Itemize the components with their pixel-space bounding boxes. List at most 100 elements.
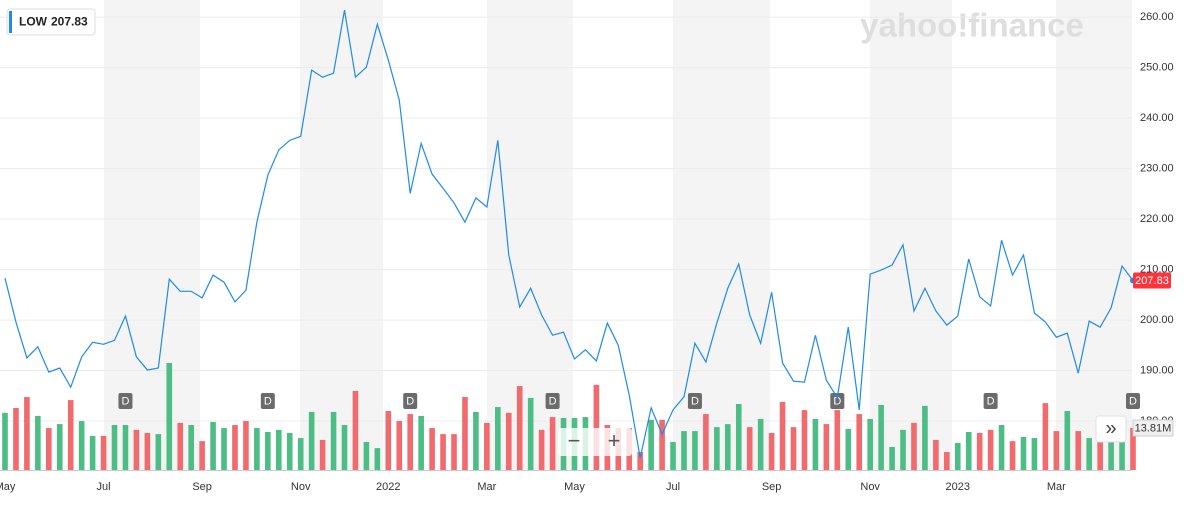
volume-bar — [232, 425, 238, 470]
volume-bar — [933, 439, 939, 470]
x-tick-label: 2023 — [946, 481, 970, 493]
volume-bar — [330, 411, 337, 470]
volume-bar — [495, 407, 501, 470]
volume-bar — [900, 429, 906, 470]
volume-bar — [593, 384, 600, 470]
x-tick-label: May — [0, 481, 16, 493]
volume-bar — [1108, 439, 1114, 470]
volume-bar — [670, 442, 676, 470]
volume-bar — [89, 435, 96, 470]
x-tick-label: Nov — [860, 481, 880, 493]
volume-bar — [2, 412, 8, 470]
dividend-label: D — [264, 395, 272, 407]
y-tick-label: 230.00 — [1140, 163, 1174, 175]
volume-bar — [35, 415, 41, 470]
volume-bar — [845, 428, 852, 470]
dividend-marker — [403, 393, 418, 409]
scroll-icon[interactable]: » — [1105, 417, 1116, 439]
zoom-controls[interactable]: − + — [558, 428, 632, 456]
volume-bar — [177, 422, 184, 470]
month-bands — [104, 0, 1132, 470]
volume-bar — [878, 404, 884, 470]
volume-bar — [516, 386, 523, 470]
volume-bar — [812, 418, 819, 470]
scroll-button[interactable]: » — [1095, 415, 1127, 443]
volume-bar — [188, 425, 194, 470]
volume-bar — [484, 422, 490, 470]
dividend-label: D — [833, 395, 841, 407]
volume-bar — [768, 432, 775, 470]
y-tick-label: 200.00 — [1140, 314, 1174, 326]
volume-bar — [473, 411, 479, 470]
ticker-badge[interactable]: LOW 207.83 — [6, 8, 96, 36]
volume-bar — [407, 414, 414, 470]
band — [487, 0, 573, 470]
x-tick-label: Jul — [97, 481, 111, 493]
volume-bar — [374, 448, 381, 470]
volume-bar — [527, 397, 534, 470]
volume-bar — [889, 446, 895, 470]
volume-bar — [352, 390, 359, 470]
volume-bar — [122, 425, 129, 470]
y-tick-label: 220.00 — [1140, 213, 1174, 225]
volume-bar — [1097, 439, 1103, 470]
volume-bar — [243, 421, 249, 470]
badge-box[interactable] — [6, 8, 96, 36]
volume-bar — [155, 434, 162, 470]
volume-bar — [133, 429, 140, 470]
volume-bar — [319, 439, 326, 470]
volume-bar — [363, 442, 370, 470]
volume-bar — [286, 432, 293, 470]
volume-bar — [735, 404, 742, 470]
band — [104, 0, 200, 470]
y-tick-label: 250.00 — [1140, 62, 1174, 74]
zoom-out[interactable]: − — [568, 428, 581, 453]
band — [1056, 0, 1132, 470]
volume-bar — [1086, 438, 1092, 470]
volume-bar — [1042, 403, 1049, 470]
badge-marker — [9, 11, 12, 33]
dividend-marker — [545, 393, 560, 409]
price-tag-label: 207.83 — [1135, 275, 1169, 287]
volume-bar — [297, 438, 304, 470]
dividend-label: D — [987, 395, 995, 407]
dividend-marker — [830, 393, 845, 409]
price-tag — [1133, 272, 1171, 289]
volume-bar — [965, 431, 972, 470]
volume-bar — [976, 432, 983, 470]
volume-bar — [703, 414, 709, 470]
volume-bar — [56, 424, 63, 470]
ticker-symbol: LOW — [19, 15, 48, 29]
band — [673, 0, 770, 470]
volume-bar — [46, 428, 52, 470]
volume-bar — [659, 419, 665, 470]
volume-bar — [254, 428, 260, 470]
dividend-marker — [687, 393, 702, 409]
volume-bar — [67, 400, 74, 470]
band — [870, 0, 952, 470]
zoom-in[interactable]: + — [608, 428, 621, 453]
dividend-label: D — [1129, 395, 1137, 407]
x-tick-label: Mar — [477, 481, 496, 493]
volume-bar — [429, 428, 435, 470]
volume-bar — [1064, 411, 1071, 470]
volume-bar — [341, 425, 348, 470]
dividend-marker — [118, 393, 133, 409]
volume-bar — [1119, 439, 1125, 470]
dividend-label: D — [406, 395, 414, 407]
volume-bar — [944, 452, 950, 470]
zoom-panel — [558, 428, 632, 456]
scroll-box[interactable] — [1095, 415, 1127, 443]
volume-bar — [954, 442, 961, 470]
x-tick-label: 2022 — [376, 481, 400, 493]
volume-bar — [24, 397, 30, 470]
band — [300, 0, 383, 470]
volume-bar — [451, 434, 457, 470]
volume-bar — [823, 424, 830, 470]
volume-bar — [757, 418, 764, 470]
volume-tag-label: 13.81M — [1135, 422, 1172, 434]
volume-bar — [144, 432, 151, 470]
